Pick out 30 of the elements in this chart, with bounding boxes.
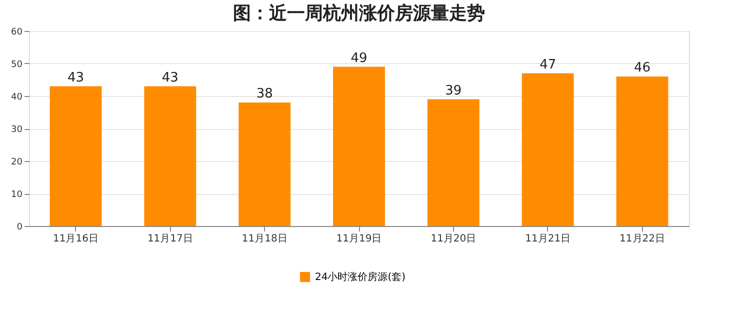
data-label: 43 [67, 70, 84, 86]
y-tick-label: 0 [16, 222, 23, 232]
bar [333, 66, 385, 226]
data-label: 43 [162, 70, 178, 86]
y-tick-label: 20 [11, 158, 23, 168]
bar [144, 86, 196, 226]
data-label: 38 [256, 86, 273, 102]
x-tick-label: 11月21日 [525, 234, 571, 244]
chart-title: 图：近一周杭州涨价房源量走势 [233, 3, 485, 24]
y-tick-label: 10 [11, 190, 23, 200]
bar [50, 86, 102, 226]
bar [238, 102, 291, 226]
bar [427, 99, 480, 226]
y-tick-label: 30 [11, 125, 23, 135]
data-label: 39 [445, 83, 462, 98]
y-tick-label: 60 [11, 28, 23, 38]
bar [522, 73, 574, 226]
x-tick-label: 11月18日 [242, 234, 288, 244]
x-tick-label: 11月22日 [620, 234, 665, 244]
legend-label: 24小时涨价房源(套) [315, 271, 406, 283]
data-label: 47 [540, 57, 556, 72]
x-tick-label: 11月20日 [430, 234, 476, 244]
y-tick-label: 40 [11, 92, 23, 102]
data-label: 49 [350, 50, 368, 66]
bar [616, 76, 668, 226]
data-label: 46 [634, 60, 651, 76]
x-tick-label: 11月17日 [147, 234, 193, 244]
x-tick-label: 11月16日 [53, 234, 98, 244]
y-tick-label: 50 [11, 60, 23, 70]
x-tick-label: 11月19日 [336, 234, 382, 244]
